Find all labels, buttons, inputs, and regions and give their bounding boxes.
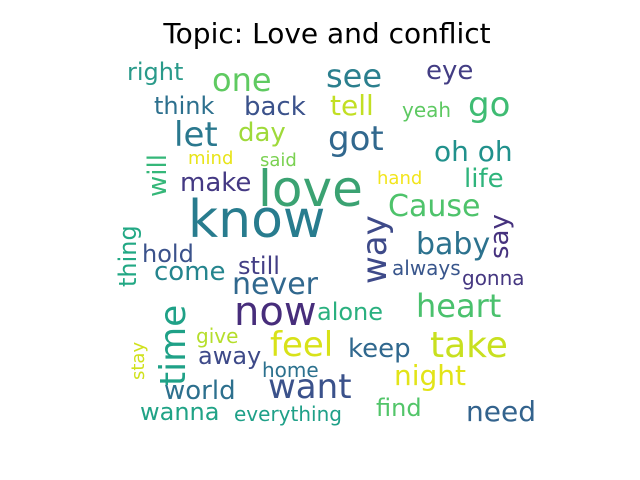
cloud-word-feel: feel [270, 325, 334, 365]
cloud-word-come: come [154, 257, 226, 287]
cloud-word-know: know [188, 190, 326, 250]
cloud-word-make: make [180, 168, 252, 198]
figure-title: Topic: Love and conflict [163, 17, 491, 50]
cloud-word-home: home [262, 358, 319, 382]
word-cloud: right one see eye think back tell yeah go let day g… [112, 54, 542, 432]
cloud-word-stay: stay [128, 341, 149, 380]
cloud-word-tell: tell [330, 89, 374, 122]
cloud-word-want: want [268, 367, 352, 407]
cloud-word-night: night [394, 359, 467, 392]
cloud-word-away: away [198, 342, 262, 370]
cloud-word-will: will [143, 154, 173, 197]
cloud-word-day: day [238, 118, 286, 148]
cloud-word-life: life [464, 164, 504, 194]
cloud-word-now: now [234, 289, 317, 335]
cloud-word-take: take [430, 325, 508, 366]
cloud-word-still: still [238, 252, 280, 280]
cloud-word-time: time [153, 304, 194, 386]
cloud-word-need: need [466, 395, 536, 428]
cloud-word-go: go [468, 85, 511, 125]
cloud-word-yeah: yeah [402, 98, 452, 122]
cloud-word-hand: hand [377, 168, 423, 189]
cloud-word-let: let [174, 115, 218, 155]
cloud-word-see: see [326, 57, 383, 95]
cloud-word-everything: everything [234, 402, 342, 426]
cloud-word-always: always [392, 256, 461, 280]
cloud-word-find: find [376, 394, 422, 422]
cloud-word-back: back [244, 92, 306, 122]
cloud-word-mind: mind [188, 148, 234, 169]
cloud-word-right: right [127, 58, 184, 86]
cloud-word-eye: eye [426, 56, 474, 86]
cloud-word-way: way [355, 215, 395, 284]
cloud-word-give: give [196, 324, 239, 348]
cloud-word-got: got [328, 119, 384, 159]
cloud-word-wanna: wanna [140, 398, 220, 426]
cloud-word-never: never [232, 267, 319, 302]
cloud-word-alone: alone [317, 298, 384, 326]
cloud-word-baby: baby [416, 227, 491, 262]
cloud-word-think: think [154, 92, 215, 120]
cloud-word-gonna: gonna [462, 266, 525, 290]
cloud-word-keep: keep [348, 334, 411, 364]
cloud-word-oh-oh: oh oh [434, 135, 513, 168]
cloud-word-said: said [260, 150, 297, 171]
cloud-word-love: love [258, 160, 363, 218]
cloud-word-thing: thing [114, 225, 142, 287]
cloud-word-cause: Cause [388, 189, 481, 224]
cloud-word-heart: heart [416, 287, 502, 325]
cloud-word-world: world [164, 376, 236, 406]
cloud-word-one: one [212, 61, 272, 99]
cloud-word-say: say [485, 214, 515, 259]
cloud-word-hold: hold [142, 240, 194, 268]
